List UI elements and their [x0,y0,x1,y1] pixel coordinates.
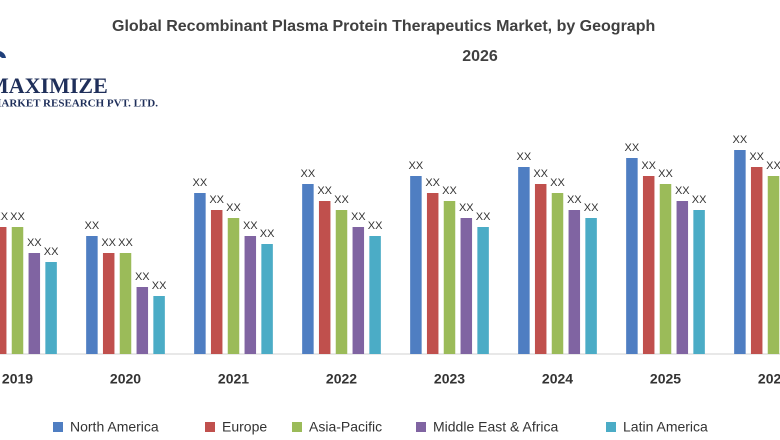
bar [626,158,638,354]
value-label: XX [425,177,440,189]
bar [45,262,57,354]
value-label: XX [533,168,548,180]
value-label: XX [226,202,241,214]
legend-swatch [606,422,616,432]
logo-icon [0,51,6,58]
value-label: XX [243,220,258,232]
bar [227,218,240,354]
bar [136,287,149,354]
value-label: XX [766,160,780,172]
x-tick-label: 2020 [110,371,141,387]
value-label: XX [193,177,208,189]
value-label: XX [459,202,474,214]
legend-swatch [416,422,426,432]
x-tick-label: 2022 [326,371,357,387]
logo-name: MAXIMIZE [0,73,108,98]
chart-title: Global Recombinant Plasma Protein Therap… [112,18,655,35]
legend-label: North America [70,419,159,435]
bar [28,253,41,354]
bar [318,201,331,354]
logo-tagline: MARKET RESEARCH PVT. LTD. [0,98,158,110]
value-label: XX [692,194,707,206]
value-label: XX [118,237,133,249]
x-tick-label: 2025 [650,371,681,387]
bar [568,210,581,354]
legend-label: Middle East & Africa [433,419,558,435]
bar [642,176,655,354]
bar [443,201,456,354]
value-label: XX [675,185,690,197]
value-label: XX [209,194,224,206]
x-tick-label: 2019 [2,371,33,387]
value-label: XX [550,177,565,189]
bar [302,184,314,354]
value-label: XX [27,237,42,249]
bar [734,150,746,354]
bar [86,236,98,354]
legend-label: Europe [222,419,267,435]
x-tick-label: 2021 [218,371,249,387]
bar [676,201,689,354]
bar [210,210,223,354]
bar [518,167,530,354]
bar [0,227,7,354]
legend-swatch [53,422,63,432]
bar [194,193,206,354]
value-label: XX [584,202,599,214]
chart-title: 2026 [462,48,498,65]
bar [261,244,273,354]
bar [767,176,780,354]
value-label: XX [135,271,150,283]
value-label: XX [317,185,332,197]
bar [551,193,564,354]
value-label: XX [658,168,673,180]
bar [477,227,489,354]
legend-label: Asia-Pacific [309,419,382,435]
value-label: XX [301,168,316,180]
value-label: XX [85,220,100,232]
bar [369,236,381,354]
value-label: XX [0,211,9,223]
legend-label: Latin America [623,419,708,435]
x-tick-label: 2026 [758,371,780,387]
value-label: XX [10,211,25,223]
value-label: XX [334,194,349,206]
value-label: XX [733,134,748,146]
x-tick-label: 2023 [434,371,465,387]
bar [410,176,422,354]
value-label: XX [476,211,491,223]
bar [244,236,257,354]
bar [750,167,763,354]
value-label: XX [351,211,366,223]
x-tick-label: 2024 [542,371,573,387]
value-label: XX [152,280,167,292]
legend-swatch [292,422,302,432]
value-label: XX [749,151,764,163]
bar [11,227,24,354]
value-label: XX [101,237,116,249]
value-label: XX [641,160,656,172]
value-label: XX [409,160,424,172]
bar [460,218,473,354]
value-label: XX [517,151,532,163]
bar [534,184,547,354]
value-label: XX [260,228,275,240]
value-label: XX [442,185,457,197]
bar [352,227,365,354]
value-label: XX [567,194,582,206]
bar [659,184,672,354]
bar [153,296,165,354]
bar [426,193,439,354]
bar [693,210,705,354]
value-label: XX [368,220,383,232]
value-label: XX [625,142,640,154]
legend-swatch [205,422,215,432]
bar [335,210,348,354]
value-label: XX [44,246,59,258]
bar [585,218,597,354]
bar [119,253,132,354]
bar [102,253,115,354]
